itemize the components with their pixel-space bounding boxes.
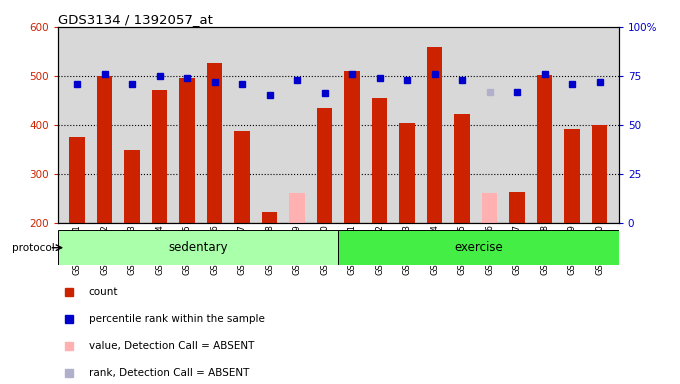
Bar [482,193,497,223]
Bar [124,150,139,223]
Text: count: count [88,287,118,297]
Bar [262,212,277,223]
Bar [97,76,112,223]
Text: sedentary: sedentary [168,241,228,254]
Bar [152,90,167,223]
Text: value, Detection Call = ABSENT: value, Detection Call = ABSENT [88,341,254,351]
Bar [339,230,619,265]
Bar [290,193,305,223]
Bar [372,98,387,223]
Bar [58,230,339,265]
Bar [399,123,415,223]
Bar [509,192,524,223]
Text: exercise: exercise [454,241,503,254]
Bar [317,108,332,223]
Bar [69,137,84,223]
Bar [564,129,579,223]
Text: rank, Detection Call = ABSENT: rank, Detection Call = ABSENT [88,367,249,377]
Bar [537,75,552,223]
Text: GDS3134 / 1392057_at: GDS3134 / 1392057_at [58,13,213,26]
Bar [235,131,250,223]
Text: percentile rank within the sample: percentile rank within the sample [88,314,265,324]
Bar [592,125,607,223]
Bar [207,63,222,223]
Text: protocol: protocol [12,243,54,253]
Bar [180,78,194,223]
Bar [345,71,360,223]
Bar [427,48,442,223]
Bar [454,114,470,223]
